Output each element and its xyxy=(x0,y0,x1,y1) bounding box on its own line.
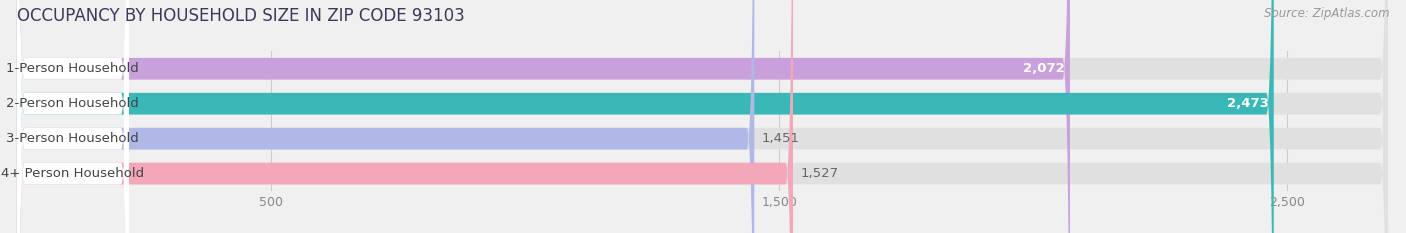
Text: 4+ Person Household: 4+ Person Household xyxy=(1,167,145,180)
Text: 3-Person Household: 3-Person Household xyxy=(7,132,139,145)
FancyBboxPatch shape xyxy=(17,0,1388,233)
FancyBboxPatch shape xyxy=(17,0,1388,233)
FancyBboxPatch shape xyxy=(17,0,129,233)
Text: 2-Person Household: 2-Person Household xyxy=(7,97,139,110)
FancyBboxPatch shape xyxy=(17,0,1070,233)
FancyBboxPatch shape xyxy=(17,0,793,233)
FancyBboxPatch shape xyxy=(17,0,129,233)
FancyBboxPatch shape xyxy=(17,0,1274,233)
Text: 1-Person Household: 1-Person Household xyxy=(7,62,139,75)
Text: OCCUPANCY BY HOUSEHOLD SIZE IN ZIP CODE 93103: OCCUPANCY BY HOUSEHOLD SIZE IN ZIP CODE … xyxy=(17,7,464,25)
FancyBboxPatch shape xyxy=(17,0,1388,233)
Text: 1,451: 1,451 xyxy=(762,132,800,145)
Text: 2,473: 2,473 xyxy=(1227,97,1268,110)
FancyBboxPatch shape xyxy=(17,0,129,233)
FancyBboxPatch shape xyxy=(17,0,1388,233)
FancyBboxPatch shape xyxy=(17,0,129,233)
Text: 1,527: 1,527 xyxy=(800,167,839,180)
FancyBboxPatch shape xyxy=(17,0,755,233)
Text: Source: ZipAtlas.com: Source: ZipAtlas.com xyxy=(1264,7,1389,20)
Text: 2,072: 2,072 xyxy=(1024,62,1064,75)
